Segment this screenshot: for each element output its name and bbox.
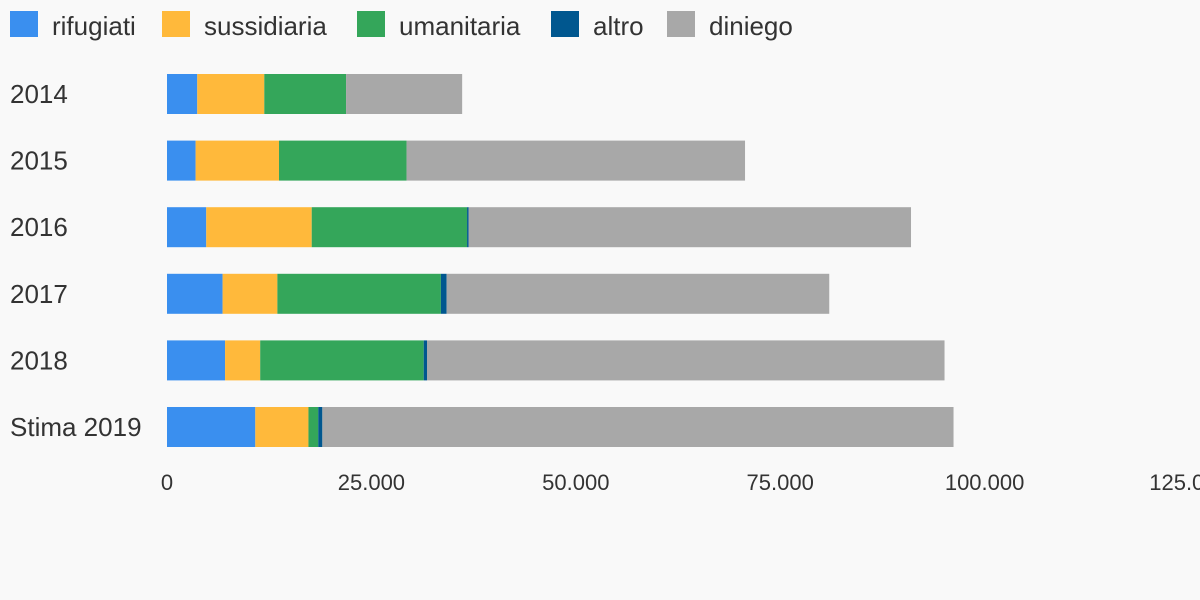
legend-label-umanitaria: umanitaria [399,11,521,41]
bar-2017-sussidiaria [222,273,278,314]
bar-2017-umanitaria [277,273,441,314]
legend-swatch-rifugiati [10,11,38,37]
bar-2017-diniego [446,273,830,314]
bar-2016-rifugiati [167,207,207,248]
bar-2015-diniego [406,140,746,181]
bar-2018-altro [423,340,427,381]
bar-stima-2019-altro [318,407,323,447]
legend-swatch-altro [551,11,579,37]
bar-2015-umanitaria [279,140,407,181]
legend-label-sussidiaria: sussidiaria [204,11,327,41]
bar-2016-sussidiaria [206,207,312,248]
category-label-2014: 2014 [10,79,68,109]
category-labels: 2014 2015 2016 2017 2018 Stima 2019 [10,79,142,442]
category-label-stima-2019: Stima 2019 [10,412,142,442]
x-axis: 0 25.000 50.000 75.000 100.000 125.000 [161,470,1200,495]
bar-2014-umanitaria [264,74,347,114]
bar-2018-diniego [426,340,945,381]
bar-stima-2019-sussidiaria [255,407,309,447]
bar-2017-rifugiati [167,273,223,314]
x-tick-label-3: 75.000 [747,470,814,495]
bar-2016-diniego [468,207,912,248]
legend: rifugiati sussidiaria umanitaria altro dinie… [10,11,793,41]
bar-2015-sussidiaria [195,140,280,181]
bar-2014-rifugiati [167,74,198,114]
legend-swatch-diniego [667,11,695,37]
bar-2017-altro [440,273,447,314]
bar-stima-2019-diniego [322,407,954,447]
category-label-2015: 2015 [10,146,68,176]
bar-stima-2019-umanitaria [308,407,319,447]
bar-2018-rifugiati [167,340,226,381]
bar-2016-altro [467,207,469,248]
category-label-2016: 2016 [10,212,68,242]
legend-label-diniego: diniego [709,11,793,41]
bar-2015-rifugiati [167,140,196,181]
x-tick-label-2: 50.000 [542,470,609,495]
bar-stima-2019-rifugiati [167,407,256,447]
bar-2014-sussidiaria [197,74,265,114]
bars [167,74,954,447]
legend-swatch-sussidiaria [162,11,190,37]
legend-swatch-umanitaria [357,11,385,37]
bar-2014-diniego [346,74,463,114]
legend-label-rifugiati: rifugiati [52,11,136,41]
bar-2016-umanitaria [311,207,468,248]
x-tick-label-1: 25.000 [338,470,405,495]
bar-2018-umanitaria [260,340,424,381]
x-tick-label-4: 100.000 [945,470,1025,495]
category-label-2018: 2018 [10,345,68,375]
x-tick-label-5: 125.000 [1149,470,1200,495]
x-tick-label-0: 0 [161,470,173,495]
category-label-2017: 2017 [10,279,68,309]
legend-label-altro: altro [593,11,644,41]
bar-2018-sussidiaria [225,340,261,381]
